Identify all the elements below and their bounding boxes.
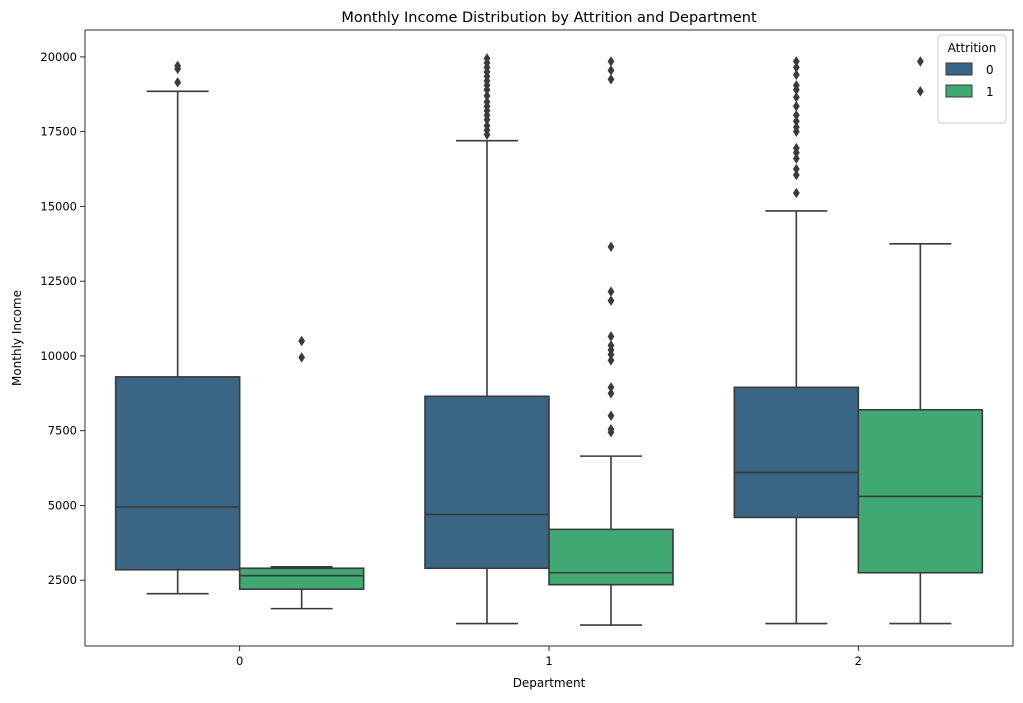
outlier-point (792, 56, 800, 67)
outlier-point (607, 56, 615, 67)
legend-frame (937, 34, 1007, 124)
y-tick-label: 20000 (40, 50, 77, 64)
outlier-point (174, 77, 182, 88)
axis-layer: 2500 5000 7500 10000 12500 15000 17500 20000 0 1 2 (40, 50, 862, 668)
x-axis-label: Department (513, 676, 586, 690)
outlier-point (792, 62, 800, 73)
box-1-attrition-0 (424, 53, 550, 625)
outlier-point (483, 96, 491, 107)
y-axis-label: Monthly Income (10, 290, 24, 386)
legend: Attrition 0 1 (937, 34, 1007, 124)
outlier-point (607, 65, 615, 76)
outlier-point (483, 120, 491, 131)
outlier-point (298, 352, 306, 363)
legend-label-0: 0 (986, 63, 994, 77)
outlier-point (792, 121, 800, 133)
x-tick-label: 2 (855, 654, 862, 668)
outlier-point (792, 163, 800, 175)
chart-title: Monthly Income Distribution by Attrition… (341, 10, 757, 26)
outlier-point (607, 355, 615, 366)
outlier-point (607, 295, 615, 306)
y-tick-label: 12500 (40, 274, 77, 288)
outlier-point (792, 169, 800, 181)
box-0-attrition-0 (114, 60, 241, 595)
outlier-point (607, 331, 615, 342)
plot-layer (114, 53, 984, 626)
outlier-point (607, 388, 615, 399)
y-tick-label: 10000 (40, 349, 77, 363)
outlier-point (607, 241, 615, 252)
outlier-point (792, 92, 800, 103)
outlier-point (174, 60, 182, 72)
outlier-point (916, 86, 924, 97)
box-1-attrition-1 (548, 56, 674, 626)
iqr-box (733, 386, 860, 519)
iqr-box (114, 376, 241, 571)
outlier-point (792, 187, 800, 199)
outlier-point (607, 382, 615, 393)
outlier-point (792, 110, 800, 121)
legend-title: Attrition (948, 41, 997, 55)
outlier-point (792, 69, 800, 81)
iqr-box (857, 408, 984, 574)
outlier-point (792, 153, 800, 164)
outlier-point (792, 101, 800, 112)
y-tick-label: 7500 (48, 424, 77, 438)
iqr-box (424, 395, 550, 570)
y-tick-label: 15000 (40, 199, 77, 213)
x-tick-label: 0 (236, 654, 243, 668)
box-0-attrition-1 (238, 335, 365, 610)
x-tick-label: 1 (545, 654, 552, 668)
outlier-point (607, 286, 615, 297)
outlier-point (607, 424, 615, 435)
outlier-point (916, 56, 924, 67)
y-tick-label: 5000 (48, 498, 77, 512)
box-2-attrition-1 (857, 56, 984, 625)
outlier-point (607, 410, 615, 421)
legend-label-1: 1 (986, 85, 994, 99)
iqr-box (548, 528, 674, 586)
outlier-point (607, 340, 615, 351)
iqr-box (238, 567, 365, 590)
y-tick-label: 17500 (40, 125, 77, 139)
outlier-point (792, 80, 800, 91)
outlier-point (483, 53, 491, 64)
box-2-attrition-0 (733, 56, 860, 625)
outlier-point (792, 142, 800, 154)
y-tick-label: 2500 (48, 573, 77, 587)
outlier-point (607, 74, 615, 85)
outlier-point (792, 116, 800, 127)
legend-swatch-1 (945, 84, 973, 98)
outlier-point (483, 90, 491, 101)
outlier-point (298, 335, 306, 347)
legend-swatch-0 (945, 62, 973, 76)
